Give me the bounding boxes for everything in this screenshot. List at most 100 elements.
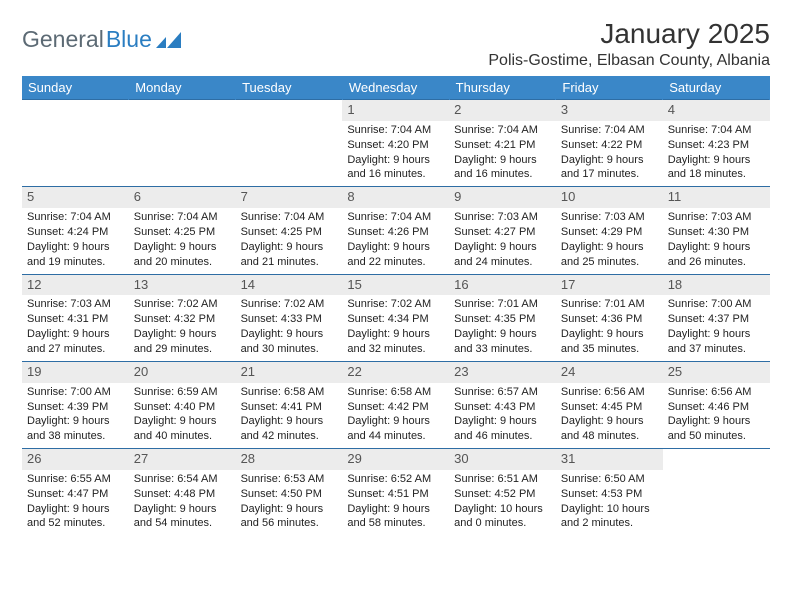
- day-detail-line: Sunrise: 7:02 AM: [241, 297, 338, 312]
- day-number: 16: [449, 275, 556, 296]
- day-detail-line: Daylight: 9 hours: [27, 240, 124, 255]
- day-details: Sunrise: 7:03 AMSunset: 4:30 PMDaylight:…: [663, 208, 770, 273]
- day-detail-line: and 40 minutes.: [134, 429, 231, 444]
- day-detail-line: and 56 minutes.: [241, 516, 338, 531]
- day-number: 21: [236, 362, 343, 383]
- day-detail-line: Daylight: 9 hours: [241, 502, 338, 517]
- calendar-table: SundayMondayTuesdayWednesdayThursdayFrid…: [22, 76, 770, 535]
- day-number: 4: [663, 100, 770, 121]
- day-details: Sunrise: 6:58 AMSunset: 4:42 PMDaylight:…: [342, 383, 449, 448]
- month-title: January 2025: [488, 18, 770, 50]
- day-details: Sunrise: 7:00 AMSunset: 4:39 PMDaylight:…: [22, 383, 129, 448]
- day-detail-line: Sunrise: 7:03 AM: [561, 210, 658, 225]
- day-details: Sunrise: 7:03 AMSunset: 4:27 PMDaylight:…: [449, 208, 556, 273]
- day-detail-line: and 42 minutes.: [241, 429, 338, 444]
- day-details: Sunrise: 6:58 AMSunset: 4:41 PMDaylight:…: [236, 383, 343, 448]
- calendar-week: 1Sunrise: 7:04 AMSunset: 4:20 PMDaylight…: [22, 100, 770, 187]
- day-number: 13: [129, 275, 236, 296]
- day-detail-line: and 32 minutes.: [347, 342, 444, 357]
- calendar-cell: 14Sunrise: 7:02 AMSunset: 4:33 PMDayligh…: [236, 274, 343, 361]
- day-detail-line: Sunrise: 7:01 AM: [561, 297, 658, 312]
- day-details: Sunrise: 6:52 AMSunset: 4:51 PMDaylight:…: [342, 470, 449, 535]
- day-header: Monday: [129, 76, 236, 100]
- calendar-cell: 30Sunrise: 6:51 AMSunset: 4:52 PMDayligh…: [449, 449, 556, 536]
- day-detail-line: Daylight: 9 hours: [668, 327, 765, 342]
- day-detail-line: Daylight: 9 hours: [134, 502, 231, 517]
- day-details: Sunrise: 6:50 AMSunset: 4:53 PMDaylight:…: [556, 470, 663, 535]
- day-details: Sunrise: 7:02 AMSunset: 4:34 PMDaylight:…: [342, 295, 449, 360]
- day-detail-line: Daylight: 9 hours: [561, 414, 658, 429]
- day-detail-line: and 17 minutes.: [561, 167, 658, 182]
- day-details: Sunrise: 7:04 AMSunset: 4:25 PMDaylight:…: [236, 208, 343, 273]
- day-detail-line: Sunset: 4:32 PM: [134, 312, 231, 327]
- calendar-cell: 7Sunrise: 7:04 AMSunset: 4:25 PMDaylight…: [236, 187, 343, 274]
- calendar-cell: 21Sunrise: 6:58 AMSunset: 4:41 PMDayligh…: [236, 361, 343, 448]
- day-number: 2: [449, 100, 556, 121]
- day-detail-line: Sunrise: 6:57 AM: [454, 385, 551, 400]
- calendar-week: 12Sunrise: 7:03 AMSunset: 4:31 PMDayligh…: [22, 274, 770, 361]
- day-detail-line: Daylight: 9 hours: [134, 414, 231, 429]
- day-detail-line: Sunset: 4:40 PM: [134, 400, 231, 415]
- day-detail-line: Daylight: 9 hours: [241, 414, 338, 429]
- day-detail-line: Daylight: 9 hours: [561, 153, 658, 168]
- day-detail-line: and 16 minutes.: [347, 167, 444, 182]
- day-details: Sunrise: 7:04 AMSunset: 4:24 PMDaylight:…: [22, 208, 129, 273]
- day-number: 23: [449, 362, 556, 383]
- day-detail-line: and 54 minutes.: [134, 516, 231, 531]
- day-details: Sunrise: 7:04 AMSunset: 4:21 PMDaylight:…: [449, 121, 556, 186]
- day-detail-line: Sunrise: 6:59 AM: [134, 385, 231, 400]
- day-number: 18: [663, 275, 770, 296]
- header: GeneralBlue January 2025 Polis-Gostime, …: [22, 18, 770, 70]
- day-detail-line: Sunset: 4:43 PM: [454, 400, 551, 415]
- day-details: Sunrise: 7:02 AMSunset: 4:32 PMDaylight:…: [129, 295, 236, 360]
- day-detail-line: Sunrise: 7:02 AM: [134, 297, 231, 312]
- day-detail-line: Daylight: 9 hours: [27, 414, 124, 429]
- calendar-week: 19Sunrise: 7:00 AMSunset: 4:39 PMDayligh…: [22, 361, 770, 448]
- day-detail-line: Sunrise: 6:50 AM: [561, 472, 658, 487]
- day-details: Sunrise: 7:04 AMSunset: 4:25 PMDaylight:…: [129, 208, 236, 273]
- day-detail-line: Sunrise: 6:52 AM: [347, 472, 444, 487]
- day-detail-line: Sunset: 4:45 PM: [561, 400, 658, 415]
- day-details: Sunrise: 6:53 AMSunset: 4:50 PMDaylight:…: [236, 470, 343, 535]
- day-detail-line: Sunrise: 6:56 AM: [668, 385, 765, 400]
- logo-text-general: General: [22, 26, 104, 53]
- day-detail-line: Sunset: 4:46 PM: [668, 400, 765, 415]
- day-detail-line: Sunset: 4:50 PM: [241, 487, 338, 502]
- calendar-cell: 18Sunrise: 7:00 AMSunset: 4:37 PMDayligh…: [663, 274, 770, 361]
- calendar-cell: 6Sunrise: 7:04 AMSunset: 4:25 PMDaylight…: [129, 187, 236, 274]
- day-details: Sunrise: 6:59 AMSunset: 4:40 PMDaylight:…: [129, 383, 236, 448]
- day-detail-line: Sunset: 4:21 PM: [454, 138, 551, 153]
- day-detail-line: Daylight: 10 hours: [561, 502, 658, 517]
- day-detail-line: Sunrise: 7:04 AM: [668, 123, 765, 138]
- day-number: 9: [449, 187, 556, 208]
- day-details: Sunrise: 7:01 AMSunset: 4:35 PMDaylight:…: [449, 295, 556, 360]
- day-detail-line: Daylight: 10 hours: [454, 502, 551, 517]
- calendar-cell: 25Sunrise: 6:56 AMSunset: 4:46 PMDayligh…: [663, 361, 770, 448]
- day-detail-line: Daylight: 9 hours: [454, 240, 551, 255]
- day-detail-line: Daylight: 9 hours: [454, 414, 551, 429]
- day-number: 5: [22, 187, 129, 208]
- day-detail-line: Daylight: 9 hours: [347, 327, 444, 342]
- day-detail-line: and 38 minutes.: [27, 429, 124, 444]
- day-details: Sunrise: 7:04 AMSunset: 4:23 PMDaylight:…: [663, 121, 770, 186]
- day-detail-line: Sunset: 4:22 PM: [561, 138, 658, 153]
- day-details: Sunrise: 6:56 AMSunset: 4:46 PMDaylight:…: [663, 383, 770, 448]
- calendar-cell: 5Sunrise: 7:04 AMSunset: 4:24 PMDaylight…: [22, 187, 129, 274]
- logo-text-blue: Blue: [106, 26, 152, 53]
- day-detail-line: and 16 minutes.: [454, 167, 551, 182]
- day-detail-line: Sunrise: 7:04 AM: [454, 123, 551, 138]
- calendar-cell: 19Sunrise: 7:00 AMSunset: 4:39 PMDayligh…: [22, 361, 129, 448]
- day-detail-line: Sunset: 4:35 PM: [454, 312, 551, 327]
- day-detail-line: Daylight: 9 hours: [347, 153, 444, 168]
- logo: GeneralBlue: [22, 18, 182, 53]
- day-detail-line: and 52 minutes.: [27, 516, 124, 531]
- day-detail-line: and 48 minutes.: [561, 429, 658, 444]
- day-detail-line: Daylight: 9 hours: [347, 240, 444, 255]
- calendar-cell: [22, 100, 129, 187]
- day-detail-line: and 0 minutes.: [454, 516, 551, 531]
- day-header: Thursday: [449, 76, 556, 100]
- calendar-cell: 3Sunrise: 7:04 AMSunset: 4:22 PMDaylight…: [556, 100, 663, 187]
- calendar-cell: 28Sunrise: 6:53 AMSunset: 4:50 PMDayligh…: [236, 449, 343, 536]
- calendar-cell: 4Sunrise: 7:04 AMSunset: 4:23 PMDaylight…: [663, 100, 770, 187]
- day-detail-line: Sunset: 4:47 PM: [27, 487, 124, 502]
